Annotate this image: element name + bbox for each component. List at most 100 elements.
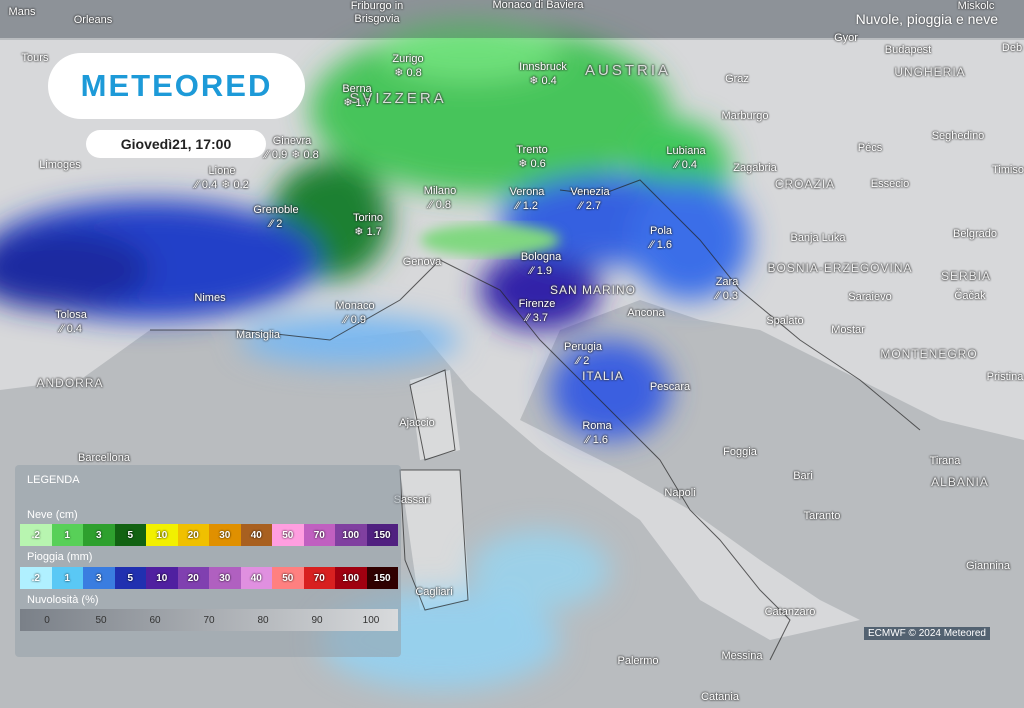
- rain-reading: ⁄⁄ 1.9: [530, 265, 552, 277]
- place-label: Graz: [725, 73, 749, 85]
- place-label: Miskolc: [957, 0, 995, 12]
- amount: 0.4: [201, 179, 218, 191]
- legend-step: 5: [114, 567, 146, 589]
- city-readings: ⁄⁄ 0.4: [55, 322, 87, 336]
- snow-icon: ❄: [354, 226, 367, 238]
- place-label: Catanzaro: [764, 606, 816, 618]
- city-forecast: Lubiana ⁄⁄ 0.4: [666, 144, 705, 172]
- legend-step: 70: [203, 614, 215, 626]
- amount: 0.6: [530, 158, 546, 170]
- city-forecast: Zara ⁄⁄ 0.3: [714, 275, 740, 303]
- place-label: Mans: [8, 6, 36, 18]
- legend-step: 50: [272, 567, 304, 589]
- rain-reading: ⁄⁄ 1.6: [586, 434, 608, 446]
- amount: 0.9: [271, 149, 288, 161]
- place-label: Tours: [21, 52, 49, 64]
- amount: 1.7: [366, 226, 382, 238]
- city-readings: ⁄⁄ 0.4 ❄ 0.2: [193, 178, 251, 192]
- place-label: Pescara: [649, 381, 691, 393]
- snow-reading: ❄ 0.6: [518, 158, 546, 170]
- city-readings: ⁄⁄ 1.9: [521, 264, 561, 278]
- rain-scale: .2 1 3 5 10 20 30 40 50 70 100 150: [20, 567, 398, 589]
- legend-step: 60: [149, 614, 161, 626]
- clouds-label: Nuvolosità (%): [27, 594, 99, 606]
- city-forecast: Verona ⁄⁄ 1.2: [510, 185, 545, 213]
- place-label: MONTENEGRO: [880, 347, 978, 361]
- place-label: Gyor: [834, 32, 858, 44]
- city-forecast: Milano ⁄⁄ 0.8: [424, 184, 456, 212]
- amount: 0.4: [541, 75, 557, 87]
- place-label: Deb: [1001, 42, 1023, 54]
- city-forecast: Torino ❄ 1.7: [352, 211, 384, 239]
- city-readings: ⁄⁄ 0.9 ❄ 0.8: [263, 148, 321, 162]
- city-readings: ⁄⁄ 0.9: [335, 313, 374, 327]
- city-readings: ❄ 1.7: [341, 96, 373, 110]
- legend-step: 50: [95, 614, 107, 626]
- amount: 0.8: [406, 67, 422, 79]
- place-label: Monaco di Baviera: [492, 0, 584, 11]
- legend-step: 10: [146, 524, 178, 546]
- city-readings: ⁄⁄ 0.8: [424, 198, 456, 212]
- place-label: Timiso: [992, 164, 1024, 176]
- amount: 1.6: [656, 239, 673, 251]
- place-label: SAN MARINO: [549, 283, 637, 297]
- legend-step: 30: [209, 524, 241, 546]
- legend-step: 70: [303, 524, 335, 546]
- city-name: Pola: [649, 225, 673, 237]
- place-label: Genova: [402, 256, 442, 268]
- legend-step: 30: [209, 567, 241, 589]
- legend-step: 100: [335, 567, 367, 589]
- place-label: Essecio: [870, 178, 910, 190]
- city-readings: ❄ 0.6: [516, 157, 548, 171]
- rain-icon: ⁄⁄: [576, 355, 584, 367]
- city-readings: ⁄⁄ 2: [253, 217, 298, 231]
- snow-reading: ❄ 0.4: [529, 75, 557, 87]
- place-label: ANDORRA: [36, 376, 104, 390]
- city-readings: ❄ 1.7: [352, 225, 384, 239]
- place-label: Pristina: [986, 371, 1024, 383]
- rain-icon: ⁄⁄: [428, 199, 436, 211]
- clouds-scale: 0 50 60 70 80 90 100: [20, 609, 398, 631]
- legend-step: 5: [114, 524, 146, 546]
- amount: 0.4: [66, 323, 83, 335]
- city-readings: ❄ 0.4: [519, 74, 567, 88]
- snow-reading: ❄ 1.7: [343, 97, 371, 109]
- snow-icon: ❄: [394, 67, 407, 79]
- city-forecast: Innsbruck ❄ 0.4: [519, 60, 567, 88]
- rain-reading: ⁄⁄ 0.9: [344, 314, 366, 326]
- city-name: Trento: [516, 144, 548, 156]
- city-readings: ❄ 0.8: [392, 66, 424, 80]
- snow-icon: ❄: [518, 158, 531, 170]
- city-readings: ⁄⁄ 0.3: [714, 289, 740, 303]
- legend-step: .2: [20, 524, 52, 546]
- legend-title: LEGENDA: [27, 474, 80, 486]
- amount: 0.3: [722, 290, 739, 302]
- place-label: Pécs: [857, 142, 883, 154]
- amount: 1.9: [536, 265, 553, 277]
- rain-icon: ⁄⁄: [529, 265, 537, 277]
- place-label: SVIZZERA: [349, 90, 447, 107]
- snow-reading: ❄ 0.8: [394, 67, 422, 79]
- rain-reading: ⁄⁄ 3.7: [526, 312, 548, 324]
- place-label: Marburgo: [721, 110, 769, 122]
- place-label: Orleans: [73, 14, 113, 26]
- forecast-time: Giovedì21, 17:00: [86, 130, 266, 158]
- city-readings: ⁄⁄ 0.4: [666, 158, 705, 172]
- snow-reading: ❄ 0.2: [221, 179, 249, 191]
- legend-step: .2: [20, 567, 52, 589]
- city-name: Grenoble: [253, 204, 299, 216]
- snow-icon: ❄: [343, 97, 356, 109]
- rain-reading: ⁄⁄ 0.9: [265, 149, 287, 161]
- legend-step: 150: [366, 567, 398, 589]
- place-label: AUSTRIA: [584, 62, 672, 79]
- snow-scale: .2 1 3 5 10 20 30 40 50 70 100 150: [20, 524, 398, 546]
- legend-step: 80: [257, 614, 269, 626]
- map-title: Nuvole, pioggia e neve: [855, 11, 998, 27]
- rain-icon: ⁄⁄: [265, 149, 272, 161]
- city-name: Torino: [353, 212, 383, 224]
- credit: ECMWF © 2024 Meteored: [864, 627, 990, 640]
- legend-step: 0: [44, 614, 50, 626]
- amount: 2: [276, 218, 283, 230]
- place-label: Ajaccio: [399, 417, 435, 429]
- place-label: Marsiglia: [235, 329, 281, 341]
